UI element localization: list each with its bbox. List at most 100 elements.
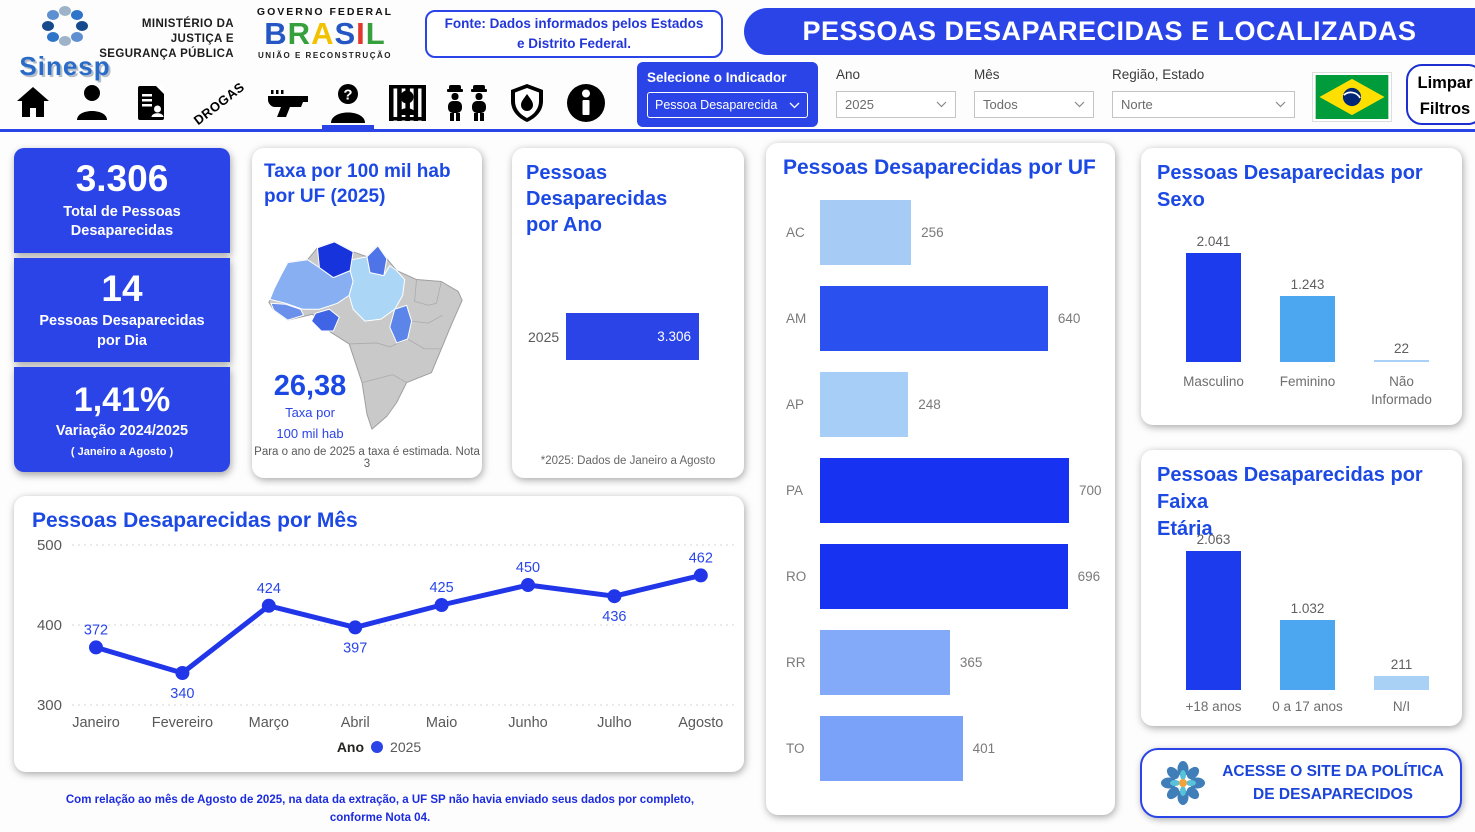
sexo-card-title: Pessoas Desaparecidas por Sexo [1157,162,1423,211]
svg-text:Fevereiro: Fevereiro [152,715,213,731]
map-footnote: Para o ano de 2025 a taxa é estimada. No… [254,446,480,470]
svg-text:300: 300 [37,697,62,714]
year-bar[interactable]: 3.306 [566,313,699,360]
report-icon[interactable] [130,80,172,126]
column-value-label: 2.063 [1196,532,1231,547]
year-bar-row: 2025 3.306 [528,313,730,360]
uf-category-label: TO [786,741,805,756]
sinesp-ring-icon [42,6,88,46]
uf-value-label: 256 [921,225,944,240]
svg-text:Abril: Abril [341,715,370,731]
governo-federal-logo: GOVERNO FEDERAL BRASIL UNIÃO E RECONSTRU… [254,6,396,60]
uf-bar[interactable] [820,286,1048,351]
uf-bar-row: TO 401 [786,716,1103,781]
svg-text:372: 372 [84,622,108,638]
svg-text:450: 450 [516,560,540,576]
footer-note: Com relação ao mês de Agosto de 2025, na… [65,794,695,824]
column-value-label: 22 [1393,341,1410,356]
column-value-label: 211 [1390,657,1413,672]
mes-line-plot[interactable]: 500 400 300 Janeiro Fevereiro Março Abril Maio J… [14,532,744,736]
brazil-choropleth-map[interactable] [258,228,476,446]
uf-bar[interactable] [820,372,909,437]
svg-text:?: ? [343,87,352,104]
uf-bar[interactable] [820,458,1070,523]
year-footnote: *2025: Dados de Janeiro a Agosto [540,455,716,467]
uf-category-label: RO [786,569,807,584]
svg-text:Junho: Junho [508,715,548,731]
column-bar[interactable] [1374,360,1429,362]
column-bar[interactable] [1186,551,1241,690]
ministry-logo-text: MINISTÉRIO DA JUSTIÇA E SEGURANÇA PÚBLIC… [99,18,234,60]
missing-person-icon[interactable]: ? [327,80,369,126]
person-icon[interactable] [71,80,113,126]
source-note-box: Fonte: Dados informados pelos Estados e … [425,10,723,58]
police-icon[interactable] [445,80,489,126]
sexo-column-card: Pessoas Desaparecidas por Sexo 2.041 1.24… [1141,148,1462,425]
kpi-per-day: 14 Pessoas Desaparecidas por Dia [14,257,230,363]
policy-site-button[interactable]: ACESSE O SITE DA POLÍTICA DE DESAPARECID… [1140,748,1462,818]
kpi-variation: 1,41% Variação 2024/2025 ( Janeiro a Ago… [14,367,230,473]
month-filter-label: Mês [974,67,1000,82]
uf-category-label: AC [786,225,805,240]
uf-bar[interactable] [820,716,963,781]
column-category-label: +18 anos [1185,698,1242,714]
uf-value-label: 401 [972,741,996,756]
uf-bar[interactable] [820,200,912,265]
uf-bar-row: AP 248 [786,372,1103,437]
uf-bar-row: RO 696 [786,544,1103,609]
column-category-label: Não Informado [1371,373,1432,407]
kpi-total: 3.306 Total de Pessoas Desaparecidas [14,148,230,253]
svg-text:Janeiro: Janeiro [72,715,120,731]
clear-filters-button[interactable]: Limpar Filtros [1406,64,1475,125]
faixa-card-title: Pessoas Desaparecidas por Faixa Etária [1157,464,1423,540]
column-bar[interactable] [1186,253,1241,362]
policy-site-button-label: ACESSE O SITE DA POLÍTICA DE DESAPARECID… [1222,762,1444,803]
uf-bar[interactable] [820,544,1068,609]
uf-bar-row: AM 640 [786,286,1103,351]
column-cell: 1.032 [1267,601,1349,690]
uf-bar[interactable] [820,630,950,695]
svg-text:462: 462 [689,550,713,566]
home-icon[interactable] [12,80,54,126]
uf-category-label: AM [786,311,807,326]
year-filter-label: Ano [836,67,861,82]
column-category-label: Feminino [1279,373,1336,389]
uf-bar-row: RR 365 [786,630,1103,695]
drogas-icon[interactable]: DROGAS [190,78,248,128]
indicator-label: Selecione o Indicador [647,70,787,85]
legend-dot-icon [371,741,384,753]
kpi-card-stack: 3.306 Total de Pessoas Desaparecidas 14 P… [14,148,230,473]
svg-text:436: 436 [602,609,626,625]
jail-icon[interactable] [386,80,428,126]
gun-icon[interactable] [266,80,310,126]
uf-value-label: 640 [1057,311,1081,326]
header-divider [0,129,1475,132]
uf-bar-card: Pessoas Desaparecidas por UF AC 256 AM 640 A… [766,143,1115,815]
uf-card-title: Pessoas Desaparecidas por UF [783,156,1096,179]
info-icon[interactable] [565,80,607,126]
column-cell: 2.041 [1173,234,1255,362]
uf-category-label: AP [786,397,805,412]
sinesp-wordmark: Sinesp [19,51,111,81]
svg-text:424: 424 [257,581,281,597]
rate-map-card: Taxa por 100 mil hab por UF (2025) [252,148,482,478]
svg-text:Agosto: Agosto [678,715,723,731]
column-bar[interactable] [1280,296,1335,362]
chevron-down-icon [1275,101,1286,108]
brazil-flag-icon [1312,72,1392,122]
month-dropdown[interactable]: Todos [974,91,1094,118]
column-bar[interactable] [1374,676,1429,690]
month-card-title: Pessoas Desaparecidas por Mês [32,509,358,532]
region-filter-label: Região, Estado [1112,67,1205,82]
svg-text:Março: Março [249,715,289,731]
region-dropdown[interactable]: Norte [1112,91,1295,118]
column-value-label: 2.041 [1196,234,1231,249]
year-dropdown[interactable]: 2025 [836,91,956,118]
indicator-dropdown[interactable]: Pessoa Desaparecida [647,92,808,118]
column-cell: 2.063 [1173,532,1255,690]
year-bar-card: Pessoas Desaparecidas por Ano 2025 3.306… [512,148,744,478]
uf-category-label: RR [786,655,806,670]
column-bar[interactable] [1280,620,1335,690]
shield-icon[interactable] [506,80,548,126]
